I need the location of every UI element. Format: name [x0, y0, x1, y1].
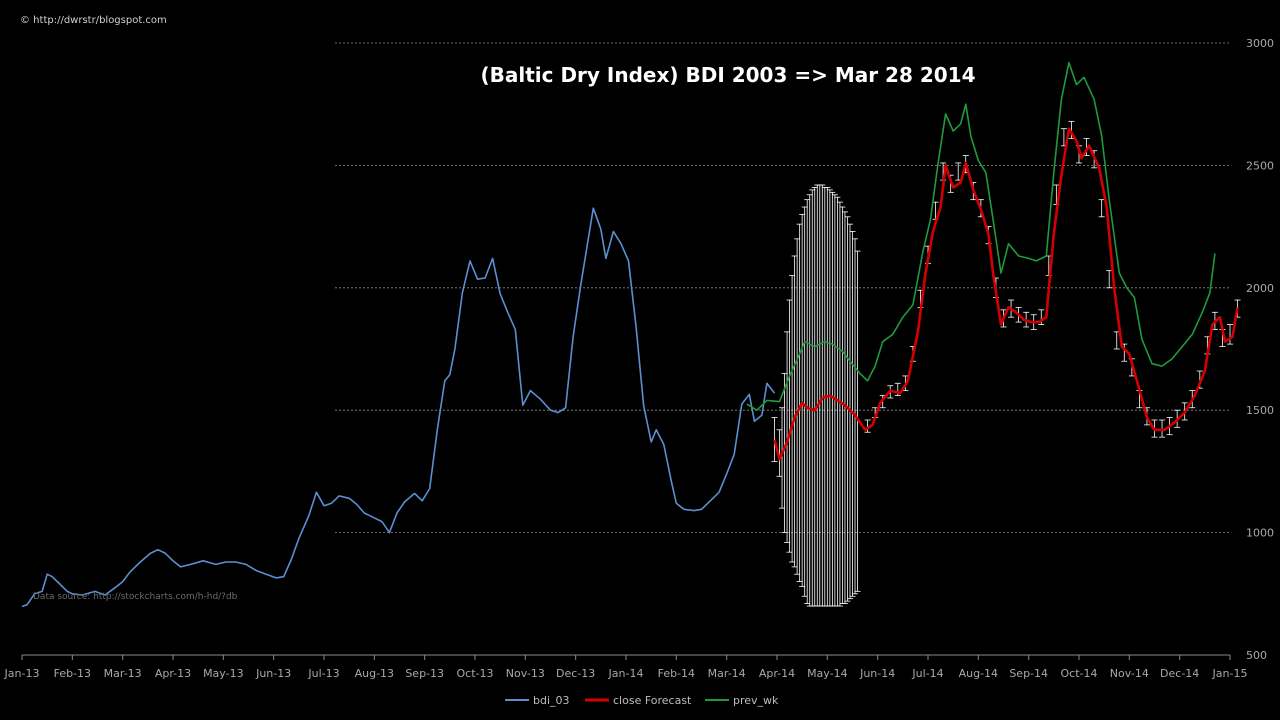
legend-label: close Forecast — [613, 694, 692, 707]
y-tick-label: 1000 — [1246, 527, 1274, 540]
y-tick-label: 3000 — [1246, 37, 1274, 50]
error-bar — [771, 417, 778, 463]
legend-item: prev_wk — [705, 694, 779, 707]
x-tick-label: Jul-14 — [911, 667, 943, 680]
credit-text: © http://dwrstr/blogspot.com — [20, 15, 167, 26]
x-tick-label: Jan-14 — [608, 667, 644, 680]
error-bar — [794, 238, 801, 575]
x-tick-label: Mar-13 — [104, 667, 142, 680]
x-tick-label: Mar-14 — [708, 667, 746, 680]
x-tick-label: Nov-14 — [1110, 667, 1149, 680]
x-tick-label: Jan-13 — [4, 667, 40, 680]
x-tick-label: Jun-14 — [859, 667, 895, 680]
error-bar — [1068, 120, 1075, 139]
error-bar — [796, 223, 803, 582]
x-tick-label: Dec-13 — [556, 667, 595, 680]
source-note: Data source: http://stockcharts.com/h-hd… — [33, 592, 238, 602]
error-bar — [836, 201, 843, 607]
x-tick-label: May-14 — [807, 667, 848, 680]
x-tick-label: Oct-13 — [457, 667, 494, 680]
series-line-prev_wk — [746, 61, 1216, 411]
x-tick-label: Dec-14 — [1160, 667, 1199, 680]
legend-label: bdi_03 — [533, 694, 570, 707]
error-bar — [806, 194, 813, 607]
legend-item: bdi_03 — [505, 694, 570, 707]
error-bar — [1227, 324, 1233, 345]
y-tick-label: 2500 — [1246, 159, 1274, 172]
chart-title: (Baltic Dry Index) BDI 2003 => Mar 28 20… — [480, 63, 975, 87]
error-bar — [841, 211, 848, 604]
legend-item: close Forecast — [585, 694, 692, 707]
error-bars — [771, 120, 1241, 607]
x-tick-label: Apr-13 — [155, 667, 191, 680]
legend-label: prev_wk — [733, 694, 779, 707]
error-bar — [804, 199, 811, 604]
legend: bdi_03 close Forecast prev_wk — [505, 694, 779, 707]
error-bar — [799, 213, 806, 587]
y-tick-label: 500 — [1246, 649, 1267, 662]
error-bar — [781, 373, 788, 533]
error-bar — [864, 419, 871, 433]
error-bar — [1113, 331, 1120, 350]
error-bar — [801, 206, 808, 597]
error-bar — [809, 189, 816, 607]
x-tick-label: Oct-14 — [1061, 667, 1098, 680]
x-tick-label: Jun-13 — [255, 667, 291, 680]
x-tick-label: Apr-14 — [759, 667, 795, 680]
error-bar — [1098, 199, 1105, 218]
x-tick-label: Feb-14 — [658, 667, 695, 680]
x-tick-label: Aug-14 — [959, 667, 998, 680]
x-tick-label: May-13 — [203, 667, 244, 680]
error-bar — [776, 429, 783, 477]
error-bar — [779, 407, 786, 509]
error-bar — [786, 299, 793, 553]
x-tick-label: Nov-13 — [506, 667, 545, 680]
error-bar — [1038, 309, 1045, 325]
axis-layer: Jan-13 Feb-13 Mar-13 Apr-13 May-13 Jun-13 Jul-… — [4, 654, 1248, 680]
grid-layer: 500 1000 1500 2000 2500 3000 — [335, 37, 1274, 662]
error-bar — [854, 250, 861, 592]
x-tick-label: Jul-13 — [307, 667, 339, 680]
error-bar — [1106, 270, 1113, 289]
x-tick-label: Aug-13 — [355, 667, 394, 680]
x-tick-label: Feb-13 — [54, 667, 91, 680]
error-bar — [816, 184, 823, 607]
x-tick-label: Sep-14 — [1009, 667, 1048, 680]
error-bar — [789, 275, 796, 563]
y-tick-label: 1500 — [1246, 404, 1274, 417]
x-tick-label: Jan-15 — [1212, 667, 1248, 680]
x-tick-label: Sep-13 — [405, 667, 444, 680]
series-layer — [21, 61, 1239, 608]
error-bar — [811, 187, 818, 607]
error-bar — [791, 255, 798, 568]
series-line-bdi_03 — [21, 207, 776, 608]
error-bar — [814, 184, 821, 607]
error-bar — [784, 331, 791, 543]
series-line-close-forecast — [773, 127, 1239, 461]
y-tick-label: 2000 — [1246, 282, 1274, 295]
error-bar — [819, 184, 826, 607]
